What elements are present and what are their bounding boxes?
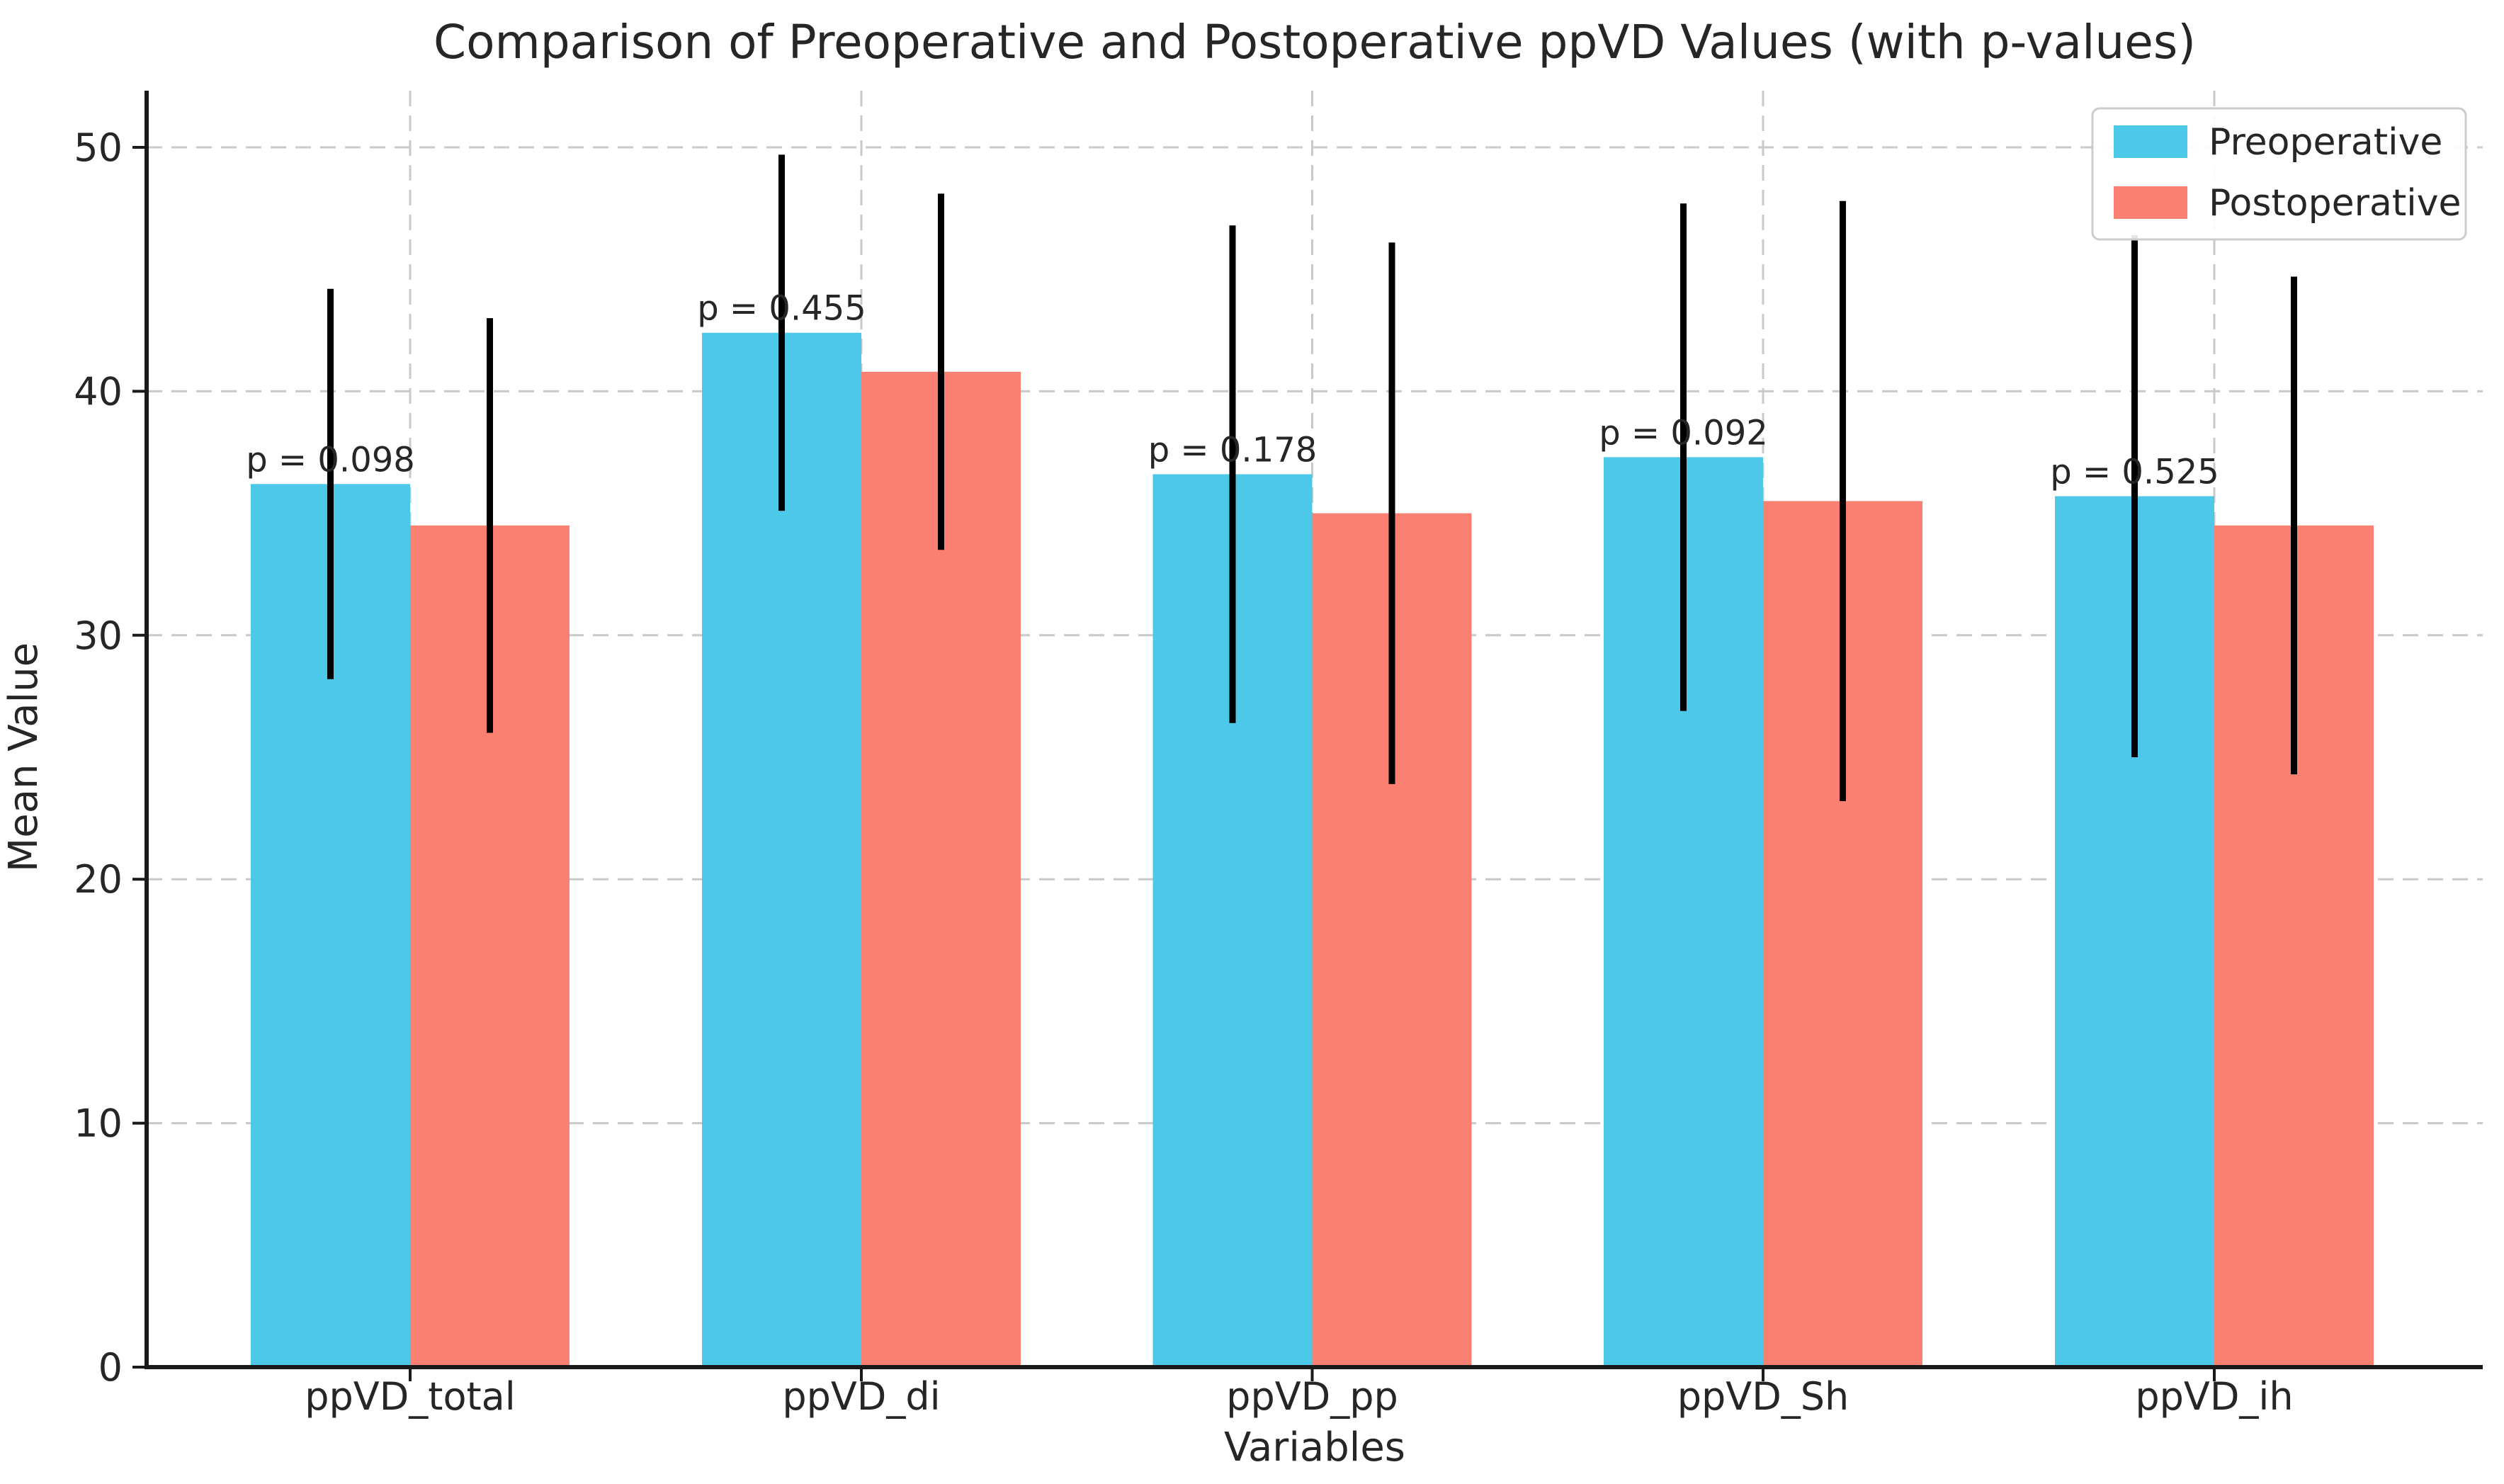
p-value-label: p = 0.092 — [1599, 413, 1768, 453]
y-tick-label: 30 — [74, 613, 123, 658]
legend-swatch-postoperative — [2114, 186, 2187, 219]
x-tick-label: ppVD_ih — [2135, 1374, 2293, 1419]
y-tick-label: 50 — [74, 125, 123, 170]
legend-swatch-preoperative — [2114, 125, 2187, 158]
p-value-label: p = 0.525 — [2050, 452, 2219, 492]
y-tick-label: 40 — [74, 369, 123, 414]
legend: Preoperative Postoperative — [2091, 107, 2467, 241]
p-value-label: p = 0.178 — [1148, 430, 1318, 470]
p-value-label: p = 0.455 — [697, 289, 866, 329]
x-tick-label: ppVD_Sh — [1677, 1374, 1849, 1419]
x-axis-label: Variables — [1224, 1424, 1405, 1471]
p-value-label: p = 0.098 — [246, 440, 415, 480]
legend-label-preoperative: Preoperative — [2209, 121, 2442, 164]
x-tick-label: ppVD_di — [782, 1374, 940, 1419]
chart-title: Comparison of Preoperative and Postopera… — [434, 15, 2196, 69]
x-tick-label: ppVD_total — [305, 1374, 516, 1419]
legend-label-postoperative: Postoperative — [2209, 182, 2461, 225]
x-tick-label: ppVD_pp — [1226, 1374, 1398, 1419]
y-tick-label: 0 — [98, 1345, 123, 1390]
y-tick-label: 10 — [74, 1101, 123, 1146]
y-axis-label: Mean Value — [1, 642, 47, 872]
y-tick-label: 20 — [74, 857, 123, 902]
